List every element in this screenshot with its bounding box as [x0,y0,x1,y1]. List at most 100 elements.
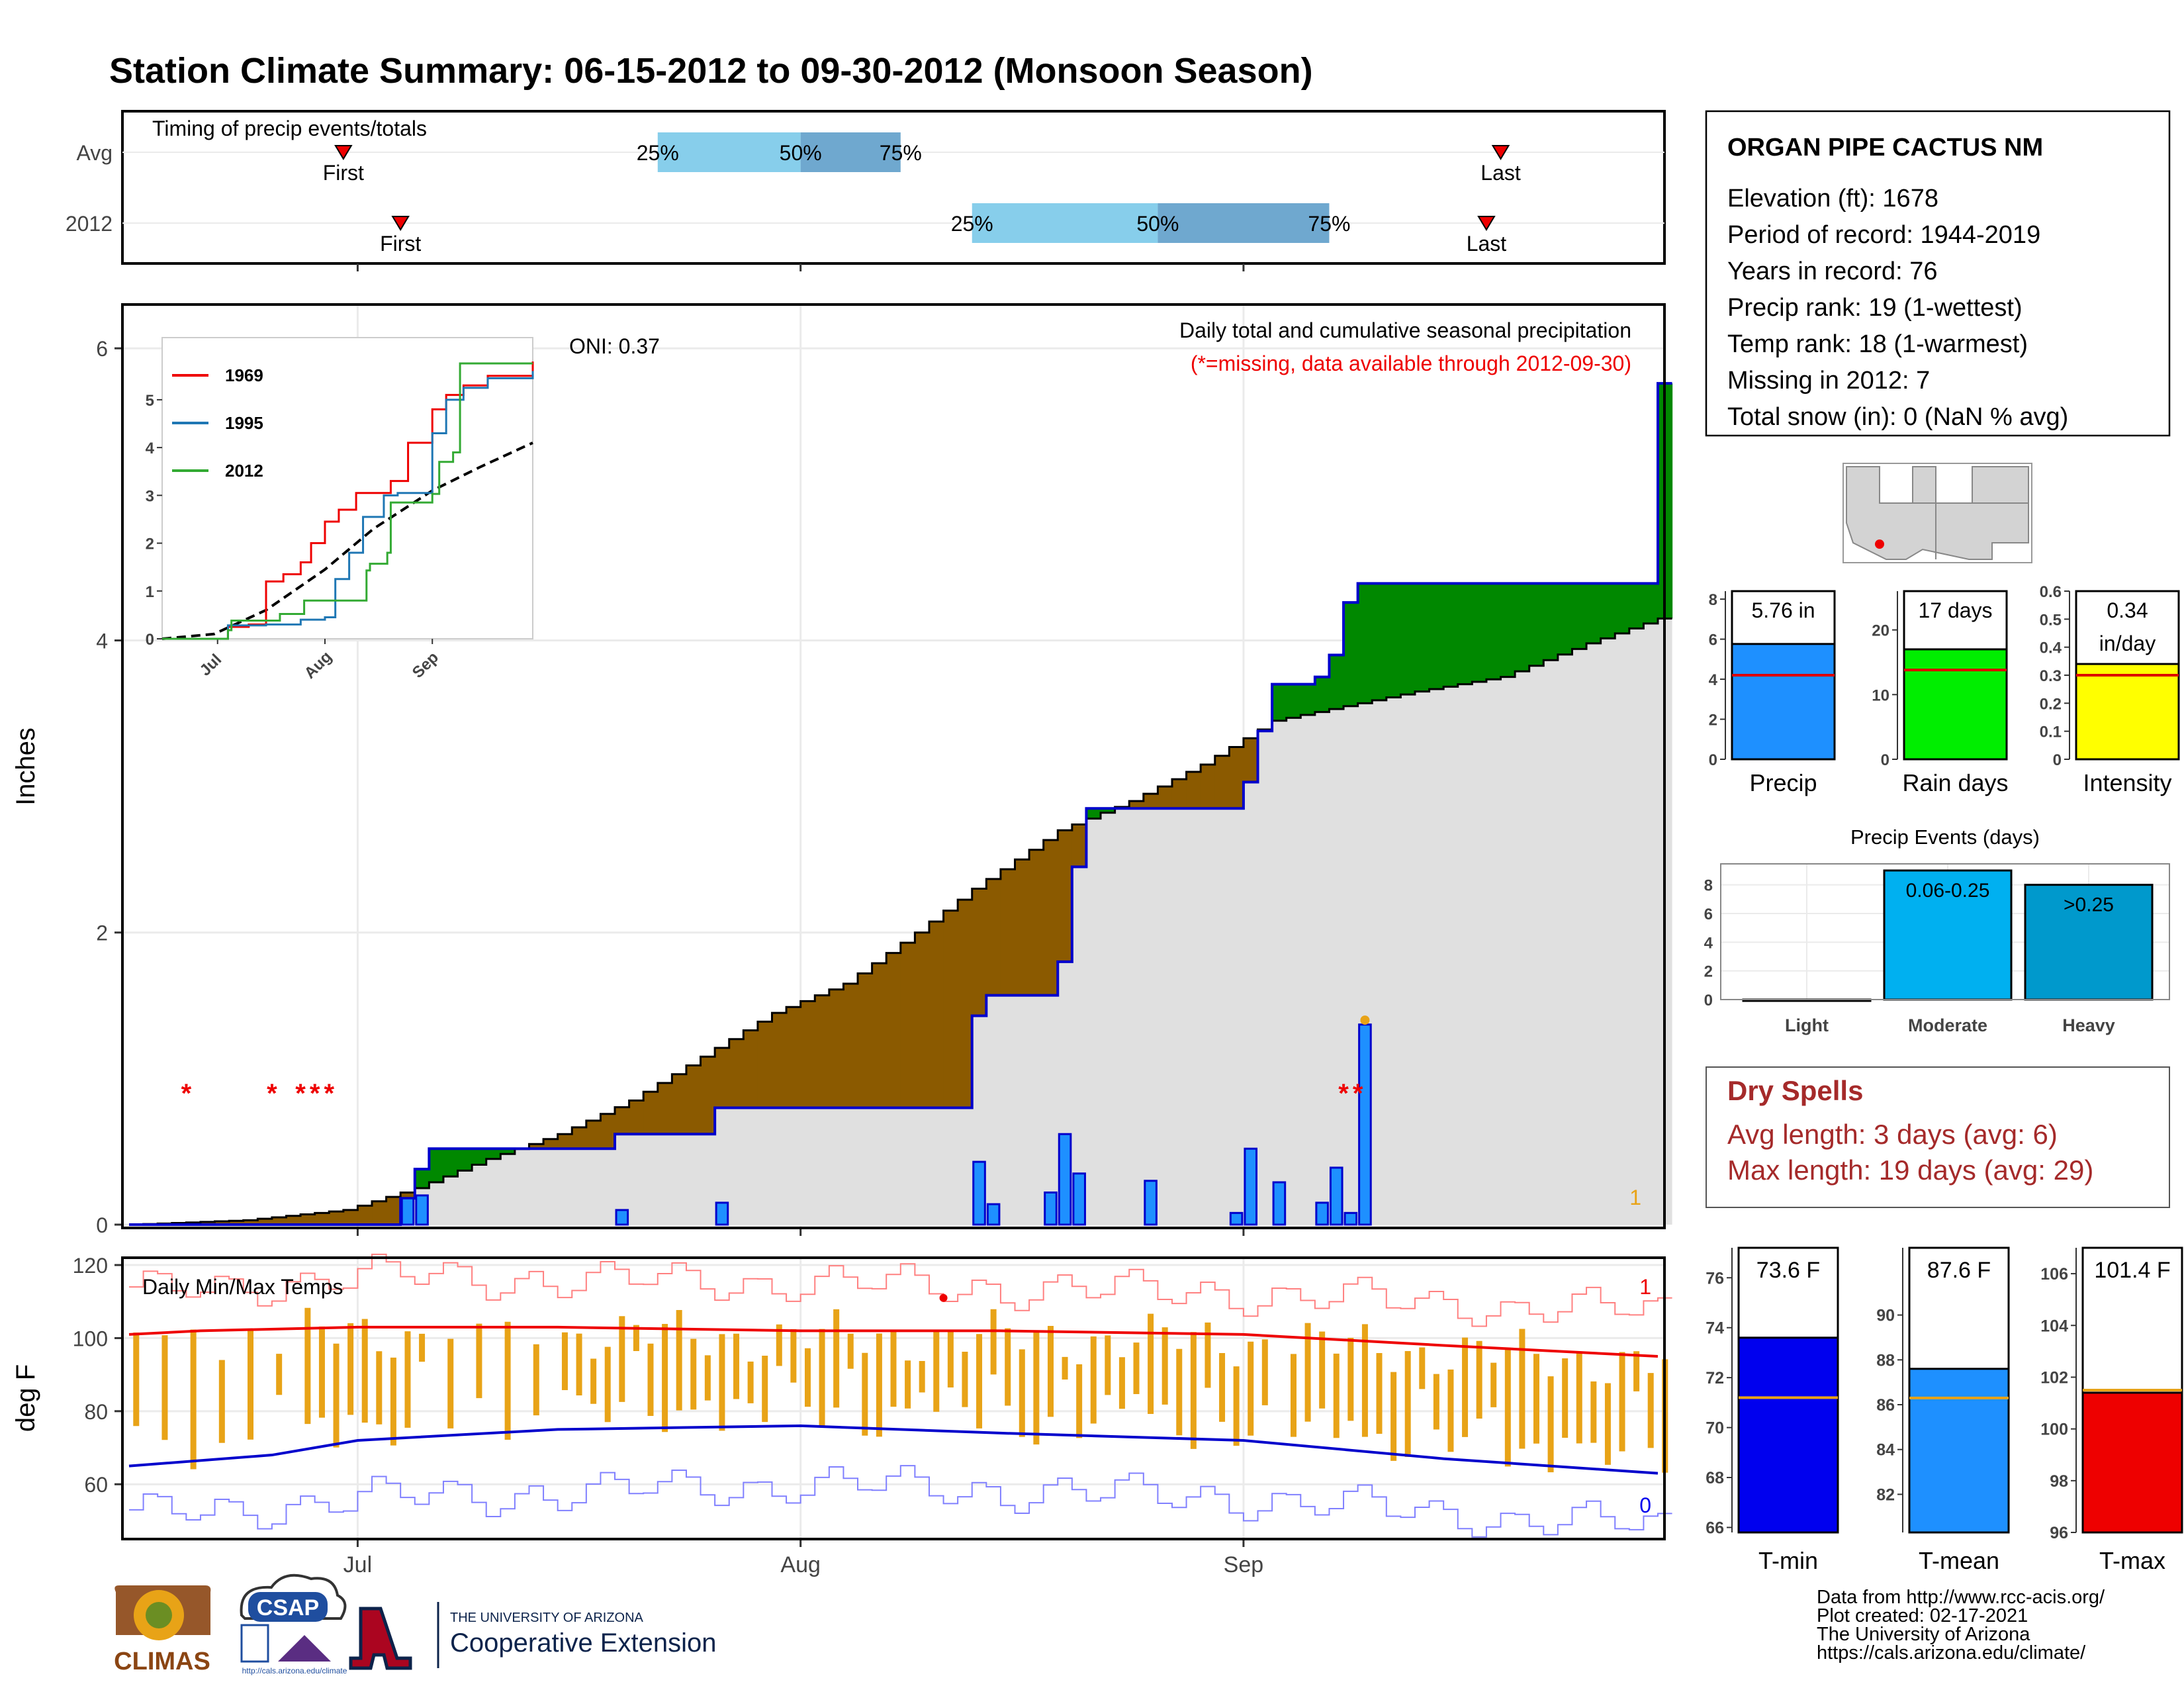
mini-y-tick-label: 2 [1709,712,1717,729]
timing-row-label: Avg [76,141,113,165]
mini-y-tick-label: 4 [1709,671,1718,689]
temp-bar-y-tick-label: 90 [1876,1307,1895,1325]
below-average-fill [986,878,1001,996]
below-average-fill [229,1221,244,1225]
below-average-fill [1029,849,1044,996]
below-average-fill [1015,859,1030,996]
below-average-fill [271,1217,287,1225]
below-average-fill [657,1082,672,1135]
below-average-fill [615,1107,630,1135]
below-average-fill [743,1030,758,1108]
below-average-fill [200,1221,216,1225]
mini-bar-value-label: in/day [2099,632,2156,655]
precip-subtitle: (*=missing, data available through 2012-… [1191,352,1631,375]
daily-precip-bar [1329,1166,1343,1226]
below-average-fill [1186,772,1201,809]
footer-line: Data from http://www.rcc-acis.org/ [1817,1587,2105,1608]
below-average-fill [900,943,915,1108]
station-line: Years in record: 76 [1727,258,1938,285]
daily-precip-bar [1229,1211,1244,1226]
below-average-fill [815,995,830,1108]
above-average-fill [429,1149,444,1183]
above-average-fill [1414,583,1430,692]
timing-q25-label: 25% [951,212,993,236]
events-bar [2024,884,2154,1001]
mini-y-tick-label: 0 [1881,751,1889,769]
x-tick-label: Sep [1224,1552,1264,1577]
below-average-fill [686,1065,702,1135]
station-line: Temp rank: 18 (1-warmest) [1727,330,2028,358]
below-average-fill [943,910,958,1108]
above-average-fill [1286,684,1301,718]
inset-legend-label: 2012 [225,461,263,481]
above-average-fill [1515,583,1530,672]
below-average-fill [400,1192,416,1199]
above-average-fill [1500,583,1516,677]
temp-bar-y-tick-label: 68 [1706,1469,1724,1487]
events-x-label: Light [1785,1015,1829,1035]
footer-line: https://cals.arizona.edu/climate/ [1817,1642,2086,1664]
below-average-fill [958,900,973,1108]
x-tick-label: Jul [343,1552,372,1577]
timing-q25-label: 25% [637,141,679,165]
above-average-fill [1615,583,1630,633]
precip-title: Daily total and cumulative seasonal prec… [1179,318,1631,342]
mini-bar-value-label: 5.76 in [1751,598,1815,622]
below-average-fill [386,1197,401,1225]
above-average-fill [443,1149,459,1177]
below-average-fill [829,989,844,1108]
below-average-fill [586,1120,602,1149]
temp-bar-y-tick-label: 102 [2040,1368,2068,1387]
below-average-fill [1229,747,1244,809]
timing-first-label: First [323,161,364,185]
above-average-fill [1586,583,1602,643]
inset-y-tick-label: 4 [146,440,155,457]
mini-y-tick-label: 0 [2053,751,2062,769]
mini-y-tick-label: 0.4 [2040,639,2062,657]
timing-title: Timing of precip events/totals [152,117,427,140]
above-average-fill [1557,583,1573,655]
below-average-fill [543,1139,559,1149]
temp-rank-max: 1 [1639,1275,1651,1299]
temp-y-tick-label: 120 [73,1254,108,1278]
below-average-fill [1158,786,1173,809]
inset-y-tick-label: 5 [146,392,154,410]
dry-spells-avg: Avg length: 3 days (avg: 6) [1727,1119,2058,1150]
temp-bar-y-tick-label: 72 [1706,1369,1724,1387]
mini-y-tick-label: 0.2 [2040,695,2062,713]
temp-bar-y-tick-label: 106 [2040,1265,2068,1284]
precip-y-tick-label: 0 [96,1213,108,1237]
below-average-fill [243,1220,258,1225]
inset-y-tick-label: 0 [146,631,154,649]
inset-y-tick-label: 1 [146,583,154,601]
mini-y-tick-label: 6 [1709,632,1717,649]
missing-marker: * [1353,1079,1363,1108]
precip-y-label: Inches [11,727,40,806]
timing-q75-label: 75% [880,141,922,165]
below-average-fill [672,1074,687,1135]
below-average-fill [1058,830,1073,962]
below-average-fill [600,1113,615,1149]
events-y-tick-label: 4 [1704,934,1713,952]
above-average-fill [1529,583,1544,666]
mini-bar-value-label: 17 days [1918,598,1992,622]
missing-marker: * [310,1079,320,1108]
climas-wordmark: CLIMAS [114,1648,210,1675]
events-y-tick-label: 2 [1704,963,1713,981]
precip-y-tick-label: 4 [96,629,108,653]
daily-precip-bar [986,1203,1001,1226]
below-average-fill [572,1127,587,1149]
above-average-fill [457,1149,473,1171]
mini-bar-axis-label: Intensity [2083,769,2171,796]
mini-bar-axis-label: Precip [1749,769,1817,796]
events-y-tick-label: 8 [1704,877,1713,895]
precip-events-title: Precip Events (days) [1850,825,2040,849]
above-average-fill [1643,583,1659,624]
logo-strip: CLIMAS CSAP http://cals.arizona.edu/clim… [114,1573,716,1675]
temp-bar-value [1908,1368,2010,1534]
above-average-fill [1400,583,1416,695]
temp-y-tick-label: 60 [84,1473,108,1497]
above-average-fill [1429,583,1444,690]
